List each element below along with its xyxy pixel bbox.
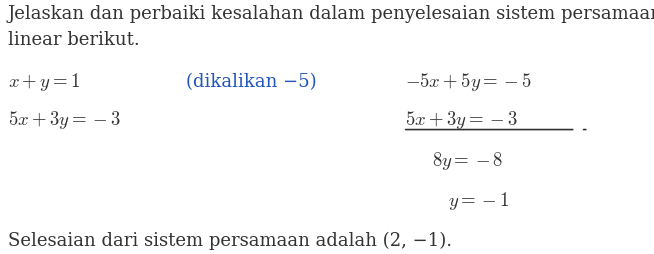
Text: Selesaian dari sistem persamaan adalah (2, −1).: Selesaian dari sistem persamaan adalah (… <box>8 231 452 249</box>
Text: $x + y = 1$: $x + y = 1$ <box>8 70 80 92</box>
Text: $8y = -8$: $8y = -8$ <box>432 149 503 171</box>
Text: (dikalikan −5): (dikalikan −5) <box>186 72 317 90</box>
Text: linear berikut.: linear berikut. <box>8 30 139 48</box>
Text: $5x + 3y = -3$: $5x + 3y = -3$ <box>8 108 120 130</box>
Text: $5x + 3y = -3$: $5x + 3y = -3$ <box>405 108 518 130</box>
Text: $-5x + 5y = -5$: $-5x + 5y = -5$ <box>405 70 532 92</box>
Text: Jelaskan dan perbaiki kesalahan dalam penyelesaian sistem persamaan: Jelaskan dan perbaiki kesalahan dalam pe… <box>8 5 654 23</box>
Text: $y = -1$: $y = -1$ <box>448 190 509 212</box>
